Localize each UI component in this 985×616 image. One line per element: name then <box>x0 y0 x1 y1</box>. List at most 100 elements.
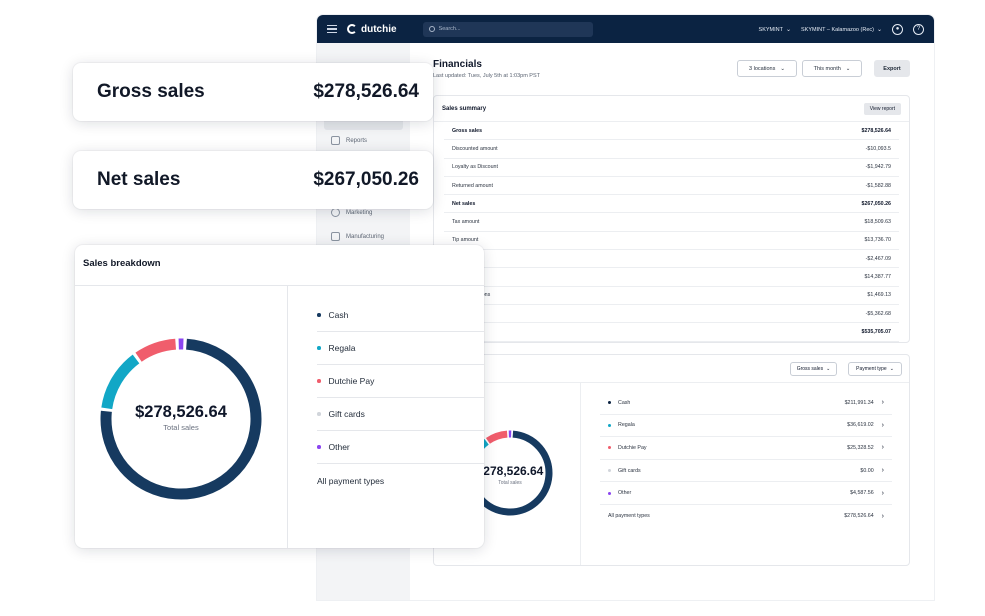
payment-row[interactable]: Cash $211,991.34 › <box>600 392 892 415</box>
summary-row: Returned amount -$1,582.88 <box>444 177 899 196</box>
chevron-down-icon: ⌄ <box>845 65 851 72</box>
last-updated-text: Last updated: Tues, July 5th at 1:03pm P… <box>433 73 541 79</box>
chevron-right-icon[interactable]: › <box>881 489 884 497</box>
megaphone-icon <box>331 208 340 217</box>
period-dropdown[interactable]: This month ⌄ <box>802 60 862 77</box>
summary-row-value: $13,736.70 <box>864 237 891 244</box>
donut-slice-other <box>100 338 262 500</box>
gross-sales-label: Gross sales <box>97 81 205 102</box>
payment-row-value: $4,587.56 <box>850 490 874 497</box>
payment-row[interactable]: Regala $36,619.02 › <box>600 415 892 438</box>
donut-center-value: $278,526.64 <box>477 464 544 478</box>
payment-row-value: $0.00 <box>860 467 874 474</box>
payment-row-label: Gift cards <box>618 467 641 474</box>
summary-row: Tip amount $13,736.70 <box>444 232 899 251</box>
summary-row-value: -$10,093.5 <box>865 145 891 152</box>
donut-center-label: Total sales <box>498 480 522 486</box>
org-selector[interactable]: SKYMINT ⌄ <box>759 26 791 33</box>
summary-row: Loyalty as Discount -$1,942.79 <box>444 159 899 177</box>
donut-center-label: Total sales <box>163 423 199 432</box>
payment-row-value: $36,619.02 <box>847 422 874 429</box>
summary-row-label: Tax amount <box>452 219 480 226</box>
summary-row-value: $278,526.64 <box>861 127 891 134</box>
chevron-right-icon[interactable]: › <box>881 512 884 520</box>
search-input[interactable]: Search... <box>422 21 593 37</box>
summary-row-value: $18,509.63 <box>864 219 891 226</box>
payment-row-label: Dutchie Pay <box>618 444 647 451</box>
payment-row-label: All payment types <box>608 513 650 520</box>
legend-item[interactable]: Gift cards <box>317 398 484 431</box>
summary-row: ayment-$2,467.09 <box>444 250 899 269</box>
payment-row[interactable]: Other $4,587.56 › <box>600 482 892 505</box>
payment-row[interactable]: Dutchie Pay $25,328.52 › <box>600 437 892 460</box>
divider <box>434 382 909 383</box>
brand-logo[interactable]: dutchie <box>347 24 397 35</box>
summary-row-value: $1,469.13 <box>867 292 891 299</box>
chevron-down-icon: ⌄ <box>876 26 882 33</box>
net-sales-value: $267,050.26 <box>313 169 419 190</box>
summary-row-value: $14,387.77 <box>864 274 891 281</box>
factory-icon <box>331 232 340 241</box>
user-account-icon[interactable]: ● <box>892 23 903 35</box>
metric-filter-dropdown[interactable]: Gross sales ⌄ <box>790 362 837 376</box>
sidebar-item-label: Manufacturing <box>346 233 385 240</box>
legend-item[interactable]: Other <box>317 431 484 464</box>
export-button[interactable]: Export <box>874 60 910 77</box>
menu-icon[interactable] <box>327 24 337 34</box>
summary-row-value: $535,705.07 <box>861 328 891 335</box>
summary-row-label: Discounted amount <box>452 145 498 152</box>
summary-row-label: Gross sales <box>452 127 483 134</box>
legend-item[interactable]: Regala <box>317 332 484 365</box>
payment-row-label: Other <box>618 490 632 497</box>
location-selector-label: SKYMINT – Kalamazoo (Rec) <box>801 26 874 33</box>
help-icon[interactable]: ? <box>913 23 924 35</box>
app-window: dutchie Search... SKYMINT ⌄ SKYMINT – Kal… <box>317 15 934 600</box>
payment-row[interactable]: Gift cards $0.00 › <box>600 460 892 483</box>
sales-breakdown-card: Sales breakdown $278,526.64 Total sales … <box>75 245 484 548</box>
summary-row-label: Net sales <box>452 200 476 207</box>
legend-dot <box>317 313 321 317</box>
payment-type-dropdown[interactable]: Payment type ⌄ <box>848 362 902 376</box>
sales-breakdown-title: Sales breakdown <box>83 258 161 269</box>
legend-label: Regala <box>328 343 356 353</box>
view-report-button[interactable]: View report <box>863 102 901 115</box>
sidebar-item-reports[interactable]: Reports <box>331 136 367 145</box>
summary-row: Net sales $267,050.26 <box>444 195 899 214</box>
payment-row-value: $25,328.52 <box>847 444 874 451</box>
page-title: Financials <box>433 59 482 70</box>
locations-dropdown-label: 3 locations <box>749 65 776 72</box>
chevron-right-icon[interactable]: › <box>881 467 884 475</box>
net-sales-card: Net sales $267,050.26 <box>73 151 433 209</box>
org-selector-label: SKYMINT <box>758 26 783 33</box>
search-icon <box>428 26 435 32</box>
legend-dot <box>608 423 611 427</box>
legend-item[interactable]: Cash <box>317 299 484 332</box>
summary-row-value: -$1,582.88 <box>865 182 891 189</box>
sidebar-item-label: Reports <box>346 137 368 144</box>
chevron-right-icon[interactable]: › <box>881 421 884 429</box>
divider <box>287 286 288 548</box>
all-payment-types-item[interactable]: All payment types <box>317 475 385 486</box>
chevron-right-icon[interactable]: › <box>881 399 884 407</box>
gross-sales-value: $278,526.64 <box>313 81 419 102</box>
divider <box>580 383 581 565</box>
payment-breakdown-list: Cash $211,991.34 › Regala $36,619.02 › Dutchie… <box>600 392 892 562</box>
locations-dropdown[interactable]: 3 locations ⌄ <box>737 60 797 77</box>
chevron-down-icon: ⌄ <box>826 366 831 372</box>
donut-slice-cash <box>100 338 262 500</box>
all-payment-types-row[interactable]: All payment types $278,526.64 › <box>600 505 892 528</box>
sidebar-item-manufacturing[interactable]: Manufacturing <box>331 232 384 241</box>
sales-summary-table: Gross sales $278,526.64 Discounted amount -… <box>434 122 909 342</box>
sales-summary-card: Sales summary View report Gross sales $27… <box>433 95 910 343</box>
location-selector[interactable]: SKYMINT – Kalamazoo (Rec) ⌄ <box>801 26 882 33</box>
search-placeholder: Search... <box>438 26 461 32</box>
summary-row-label: Loyalty as Discount <box>452 164 498 171</box>
payment-type-label: Payment type <box>856 366 887 372</box>
sidebar-item-marketing[interactable]: Marketing <box>331 208 372 217</box>
gross-sales-card: Gross sales $278,526.64 <box>73 63 433 121</box>
legend-item[interactable]: Dutchie Pay <box>317 365 484 398</box>
summary-row-value: -$1,942.79 <box>865 164 891 171</box>
main-content: Financials Last updated: Tues, July 5th … <box>410 43 934 600</box>
chevron-right-icon[interactable]: › <box>881 444 884 452</box>
